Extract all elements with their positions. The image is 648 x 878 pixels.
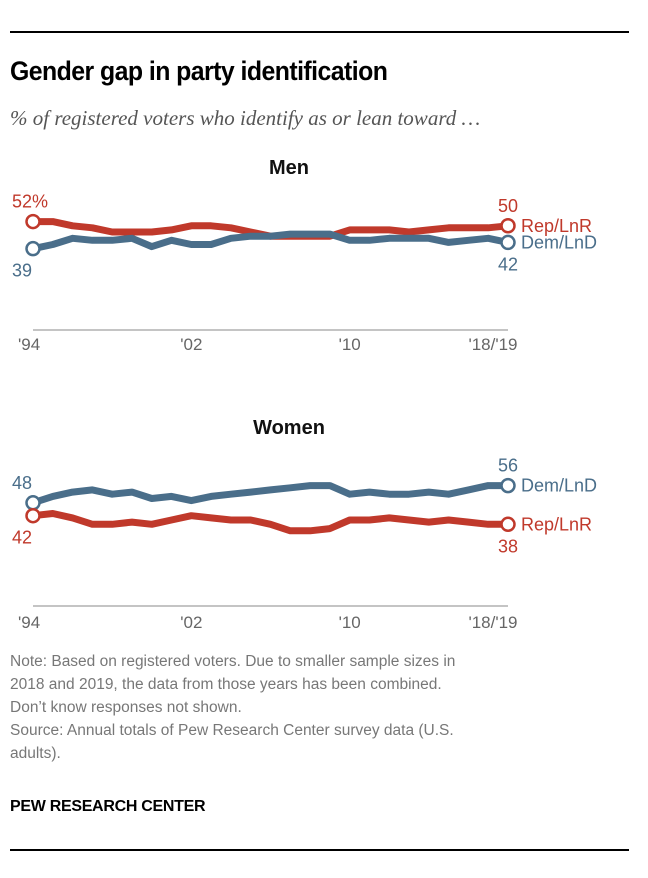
start-data-label: 52% [12, 192, 48, 212]
series-legend-label: Rep/LnR [521, 216, 592, 236]
panel-title: Men [269, 157, 309, 179]
note-line: 2018 and 2019, the data from those years… [10, 676, 442, 693]
start-point-marker [25, 240, 41, 257]
x-tick-label: '94 [18, 613, 40, 632]
end-data-label: 56 [498, 456, 518, 476]
x-tick-label: '10 [339, 335, 361, 354]
start-point-marker [25, 213, 41, 230]
panel-title: Women [253, 417, 325, 439]
notes-block: Note: Based on registered voters. Due to… [10, 650, 610, 765]
series-legend-label: Rep/LnR [521, 514, 592, 534]
note-line: Note: Based on registered voters. Due to… [10, 653, 456, 670]
series-legend-label: Dem/LnD [521, 476, 597, 496]
series-line-dem-lnd [29, 230, 512, 253]
x-tick-label: '02 [180, 335, 202, 354]
start-point-marker [25, 507, 41, 524]
x-tick-label: '94 [18, 335, 40, 354]
end-point-marker [500, 234, 516, 251]
end-point-marker [500, 477, 516, 494]
x-tick-label: '18/'19 [468, 613, 517, 632]
x-tick-label: '18/'19 [468, 335, 517, 354]
chart-title: Gender gap in party identification [10, 56, 388, 86]
source-line: Source: Annual totals of Pew Research Ce… [10, 722, 454, 739]
series-line-dem-lnd [29, 482, 512, 507]
end-point-marker [500, 516, 516, 533]
end-data-label: 50 [498, 196, 518, 216]
start-data-label: 39 [12, 261, 32, 281]
brand-label: PEW RESEARCH CENTER [10, 798, 206, 815]
start-data-label: 42 [12, 528, 32, 548]
end-data-label: 42 [498, 254, 518, 274]
start-data-label: 48 [12, 473, 32, 493]
end-point-marker [500, 218, 516, 234]
series-line-rep-lnr [29, 510, 512, 535]
chart-subtitle: % of registered voters who identify as o… [10, 106, 481, 130]
top-rule [10, 31, 629, 33]
source-line: adults). [10, 745, 61, 762]
bottom-rule [10, 849, 629, 851]
end-data-label: 38 [498, 536, 518, 556]
series-legend-label: Dem/LnD [521, 232, 597, 252]
x-tick-label: '10 [339, 613, 361, 632]
x-tick-label: '02 [180, 613, 202, 632]
start-point-marker [25, 495, 41, 511]
note-line: Don’t know responses not shown. [10, 699, 242, 716]
